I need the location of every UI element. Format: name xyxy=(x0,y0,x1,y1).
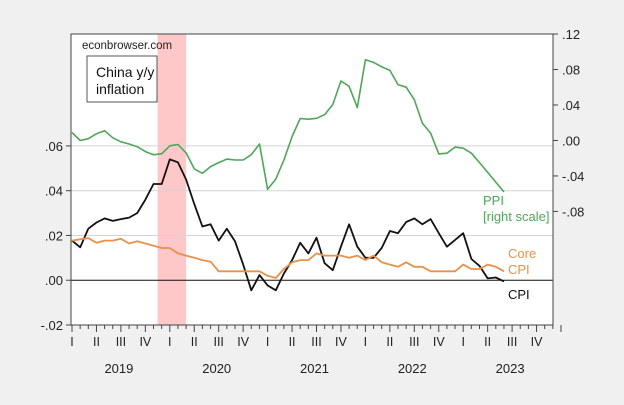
right-axis-tick-label: .04 xyxy=(562,98,580,113)
x-axis-quarter-label: IV xyxy=(335,335,347,349)
left-axis-tick-label: .04 xyxy=(45,184,63,199)
x-axis-quarter-label: II xyxy=(93,335,100,349)
x-axis-quarter-label: IV xyxy=(531,335,543,349)
x-axis-quarter-label: II xyxy=(484,335,491,349)
x-axis-quarter-label: I xyxy=(364,335,367,349)
series-label-line: Core xyxy=(508,246,536,261)
series-label-line: CPI xyxy=(508,287,530,302)
x-axis-year-label: 2022 xyxy=(398,361,427,376)
left-axis-tick-label: .02 xyxy=(45,228,63,243)
series-layer xyxy=(71,58,505,292)
x-axis-quarter-label: II xyxy=(191,335,198,349)
chart-title-line-2: inflation xyxy=(96,81,144,97)
x-axis-quarter-label: II xyxy=(386,335,393,349)
shaded-period xyxy=(157,34,187,325)
series-line-ppi xyxy=(71,58,505,193)
axes-layer: -.02.00.02.04.06-.08-.04.00.04.08.12I II I… xyxy=(41,27,585,376)
watermark: econbrowser.com xyxy=(82,40,172,52)
left-axis-tick-label: .00 xyxy=(45,273,63,288)
x-axis-year-label: 2020 xyxy=(202,361,231,376)
x-axis-quarter-label: IV xyxy=(139,335,151,349)
x-axis-quarter-label: I xyxy=(461,335,464,349)
x-axis-year-label: 2019 xyxy=(104,361,133,376)
plot-frame xyxy=(70,33,554,326)
right-axis-tick-label: -.08 xyxy=(562,204,584,219)
x-axis-quarter-label: I xyxy=(70,335,73,349)
x-axis-quarter-label: III xyxy=(409,335,419,349)
series-label-line: [right scale] xyxy=(483,209,549,224)
x-axis-quarter-label: III xyxy=(311,335,321,349)
left-axis-tick-label: -.02 xyxy=(41,318,63,333)
series-label-line: PPI xyxy=(483,193,504,208)
series-line-core-cpi xyxy=(71,237,505,279)
series-label-cpi: CPI xyxy=(508,287,530,302)
x-axis-quarter-label: IV xyxy=(237,335,249,349)
series-label-core-cpi: Core CPI xyxy=(508,246,536,277)
right-axis-tick-label: .00 xyxy=(562,133,580,148)
chart-title-line-1: China y/y xyxy=(96,64,154,80)
series-label-ppi: PPI [right scale] xyxy=(483,193,549,224)
x-axis-quarter-label: III xyxy=(213,335,223,349)
grid-layer xyxy=(71,145,553,281)
right-axis-tick-label: .12 xyxy=(562,27,580,42)
x-axis-quarter-label: I xyxy=(168,335,171,349)
x-axis-quarter-label: III xyxy=(507,335,517,349)
right-axis-tick-label: -.04 xyxy=(562,169,584,184)
right-axis-tick-label: .08 xyxy=(562,62,580,77)
x-axis-quarter-label: III xyxy=(116,335,126,349)
x-axis-quarter-label: II xyxy=(289,335,296,349)
x-axis-year-label: 2023 xyxy=(496,361,525,376)
shaded-period-layer xyxy=(157,34,187,325)
chart-title: China y/y inflation xyxy=(96,64,158,97)
title-box xyxy=(86,55,158,103)
series-label-line: CPI xyxy=(508,262,530,277)
x-axis-quarter-label: I xyxy=(266,335,269,349)
left-axis-tick-label: .06 xyxy=(45,139,63,154)
x-axis-year-label: 2021 xyxy=(300,361,329,376)
x-axis-quarter-label: IV xyxy=(433,335,445,349)
